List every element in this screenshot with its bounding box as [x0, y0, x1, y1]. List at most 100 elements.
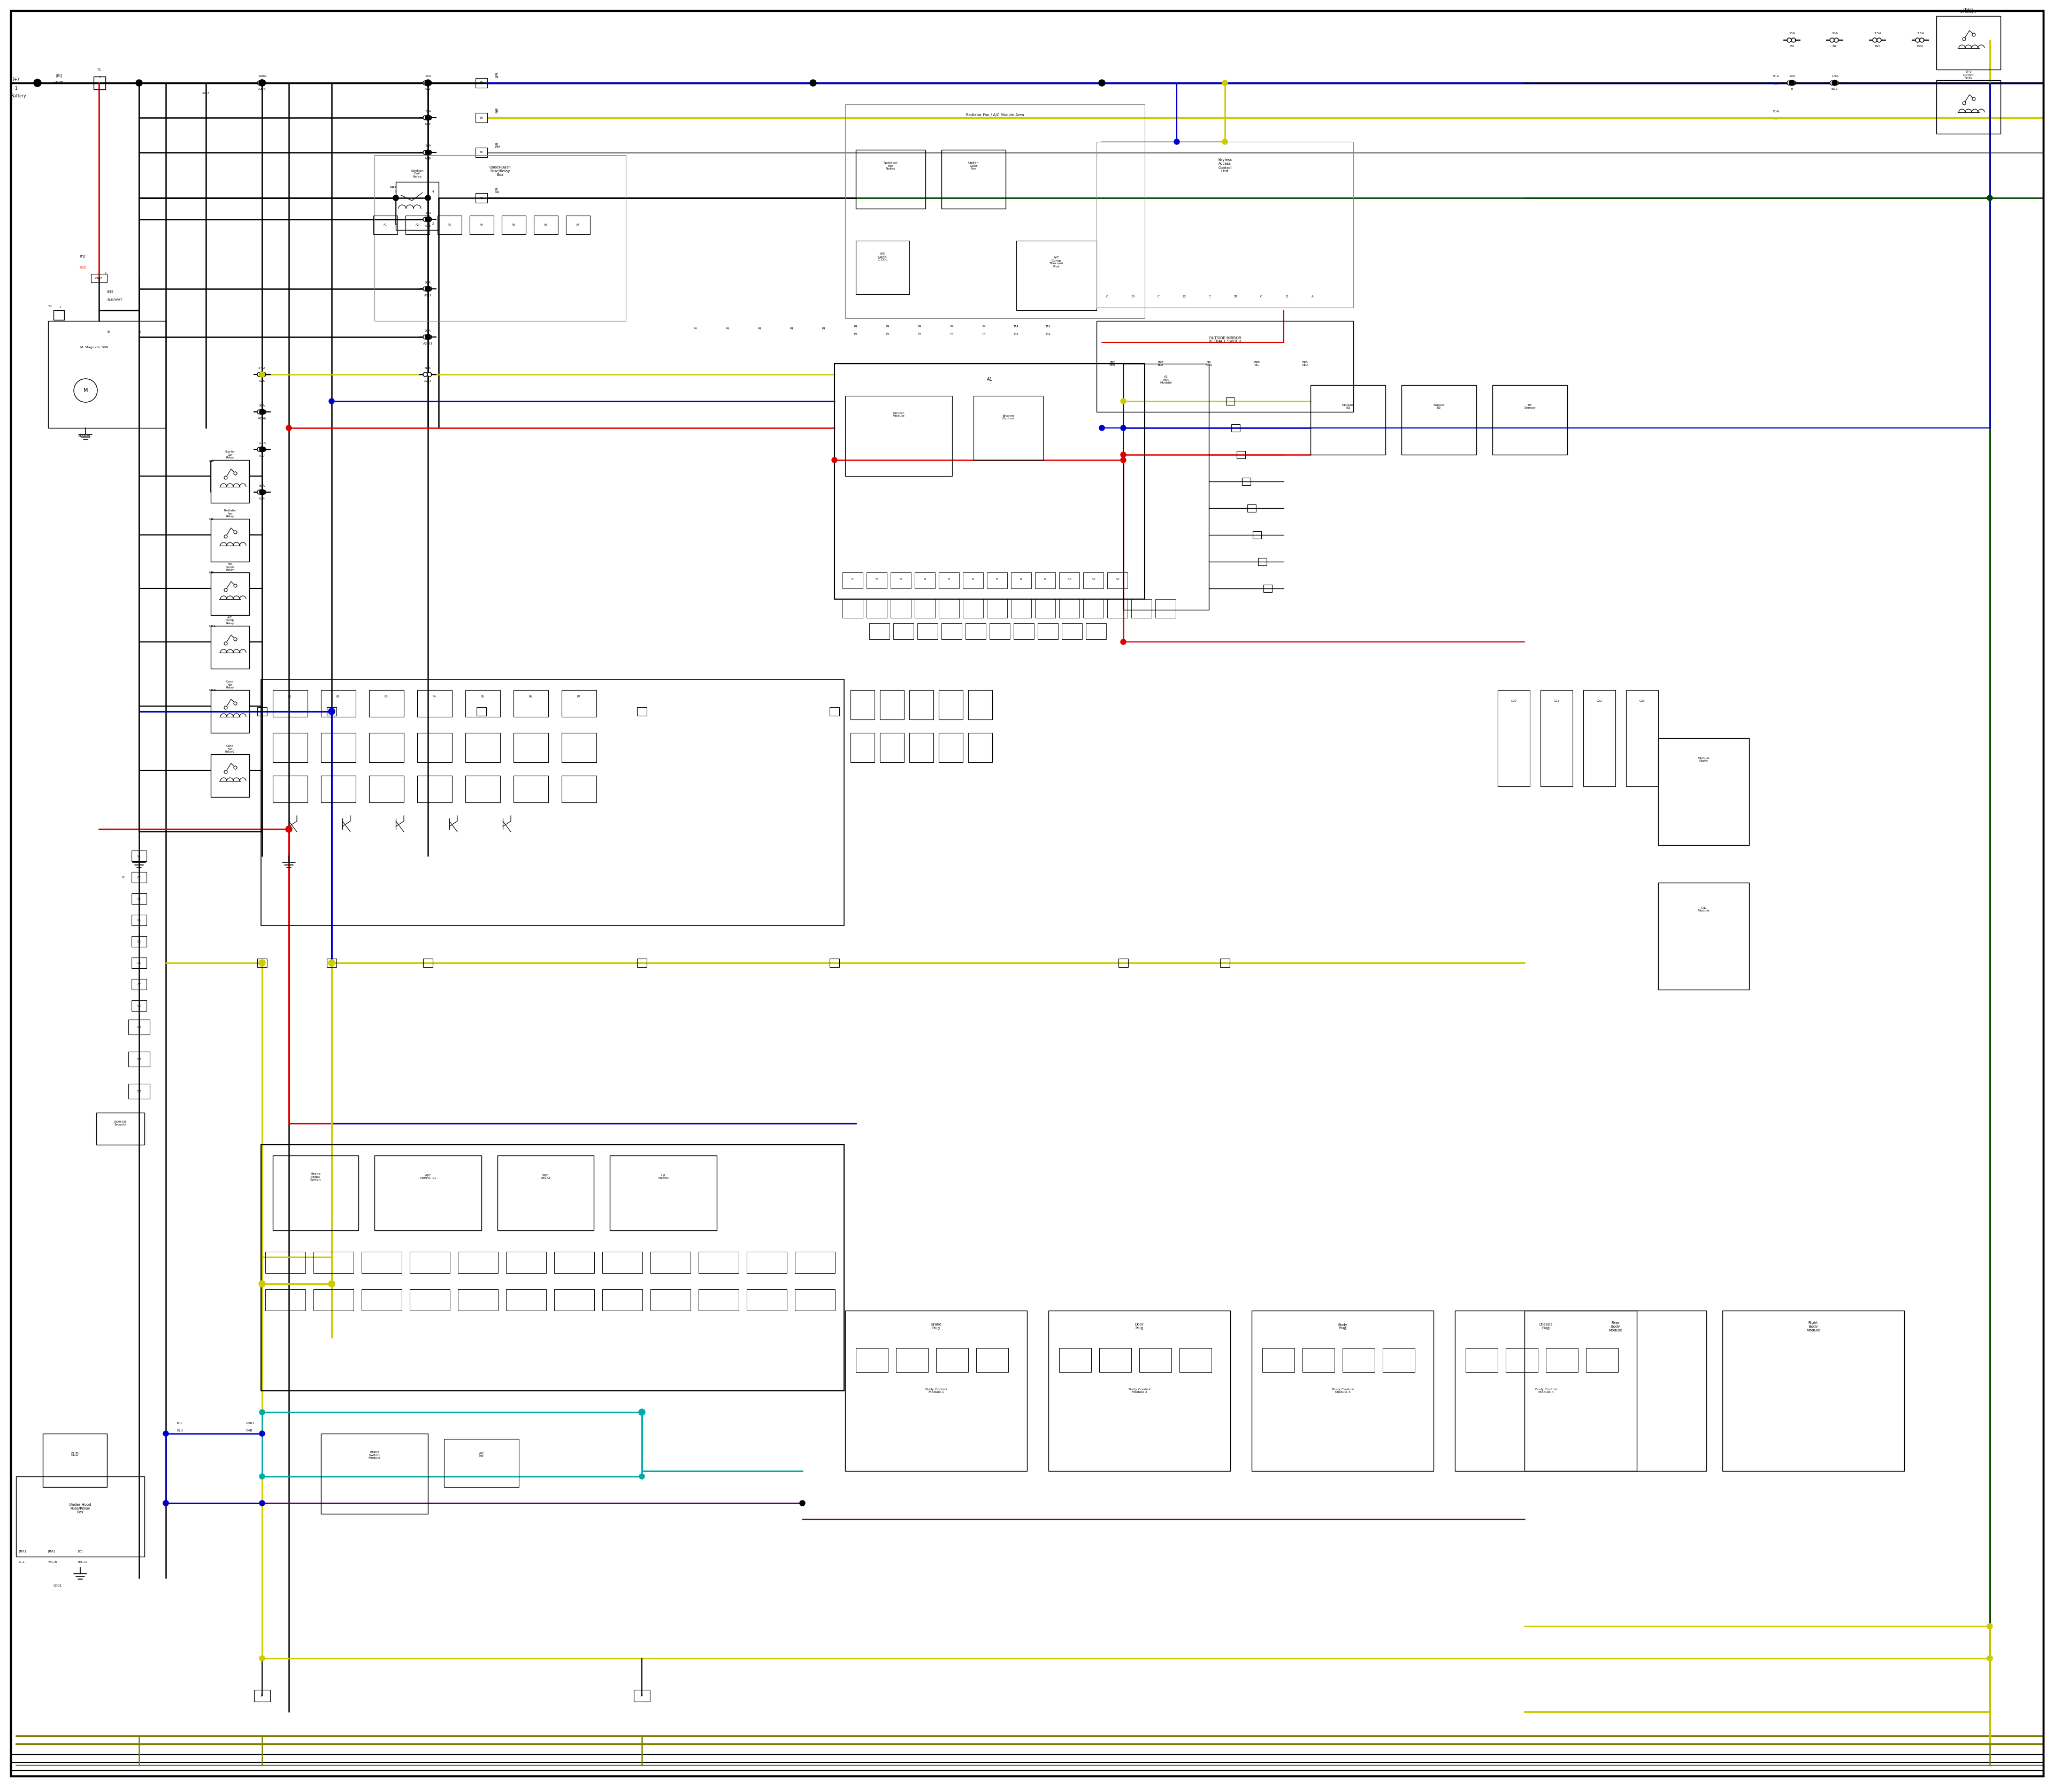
- Bar: [1454, 1310, 1637, 1471]
- Text: 2R: 2R: [1234, 296, 1239, 297]
- Text: Battery: Battery: [10, 93, 27, 99]
- Circle shape: [1121, 425, 1126, 430]
- Circle shape: [329, 398, 335, 403]
- Circle shape: [423, 217, 427, 222]
- Text: Right
Body
Module: Right Body Module: [1808, 1321, 1820, 1331]
- Bar: [1017, 240, 1097, 310]
- Bar: [879, 690, 904, 719]
- Text: BRI
CRN: BRI CRN: [1206, 360, 1212, 367]
- Text: P6: P6: [528, 695, 532, 699]
- Circle shape: [1877, 38, 1881, 43]
- Text: WHT: WHT: [55, 81, 64, 84]
- Text: A14: A14: [259, 496, 265, 500]
- Text: A3: A3: [448, 224, 452, 226]
- Bar: [844, 1310, 1027, 1471]
- Bar: [265, 1253, 306, 1272]
- Bar: [937, 1348, 967, 1373]
- Bar: [327, 708, 337, 715]
- Bar: [918, 624, 939, 640]
- Circle shape: [799, 1500, 805, 1505]
- Bar: [1011, 599, 1031, 618]
- Text: C/D
Module: C/D Module: [1697, 907, 1709, 912]
- Text: W/C
RELAY: W/C RELAY: [540, 1174, 550, 1179]
- Text: [B/I]: [B/I]: [18, 1550, 27, 1552]
- Text: A17: A17: [259, 455, 265, 457]
- Text: 2.5A: 2.5A: [259, 367, 265, 369]
- Bar: [505, 1288, 546, 1310]
- Bar: [1243, 478, 1251, 486]
- Text: ELD: ELD: [72, 1453, 78, 1457]
- Text: P7: P7: [577, 695, 581, 699]
- Text: C21: C21: [1553, 699, 1559, 702]
- Bar: [1263, 1348, 1294, 1373]
- Text: [E
YE: [E YE: [495, 108, 499, 115]
- Text: Cond
Fan
Relay: Cond Fan Relay: [226, 681, 234, 690]
- Bar: [941, 624, 961, 640]
- Circle shape: [329, 1281, 335, 1287]
- Text: Fan
Con/G
Relay: Fan Con/G Relay: [226, 563, 234, 572]
- Text: C22: C22: [1596, 699, 1602, 702]
- Text: B3
Sensor: B3 Sensor: [1524, 403, 1536, 409]
- Bar: [1154, 599, 1175, 618]
- Text: P2: P2: [337, 695, 339, 699]
- Bar: [1547, 1348, 1577, 1373]
- Text: [EE]: [EE]: [107, 290, 113, 292]
- Bar: [127, 1052, 150, 1066]
- Bar: [477, 708, 487, 715]
- Circle shape: [1873, 38, 1877, 43]
- Text: [B/I]: [B/I]: [47, 1550, 55, 1552]
- Circle shape: [1222, 140, 1228, 145]
- Text: Body
Plug: Body Plug: [1337, 1322, 1347, 1330]
- Bar: [90, 274, 107, 283]
- Text: C4R7: C4R7: [246, 1421, 255, 1425]
- Circle shape: [1791, 38, 1795, 43]
- Text: IE-I: IE-I: [177, 1421, 183, 1425]
- Circle shape: [639, 1473, 645, 1478]
- Text: Cond
Fan
Relay2: Cond Fan Relay2: [226, 744, 234, 753]
- Text: OUTSIDE MIRROR
RETRACT SWITCH: OUTSIDE MIRROR RETRACT SWITCH: [1208, 337, 1241, 342]
- Text: A29: A29: [425, 158, 431, 159]
- Bar: [867, 572, 887, 588]
- Text: 10A: 10A: [425, 145, 431, 147]
- Bar: [963, 599, 984, 618]
- Bar: [976, 1348, 1009, 1373]
- Bar: [94, 77, 105, 90]
- Text: P10: P10: [1068, 579, 1072, 581]
- Text: P3: P3: [384, 695, 388, 699]
- Circle shape: [1832, 81, 1838, 86]
- Bar: [1060, 599, 1080, 618]
- Circle shape: [392, 195, 398, 201]
- Bar: [748, 1253, 787, 1272]
- Bar: [910, 733, 933, 762]
- Bar: [466, 690, 499, 717]
- Bar: [273, 733, 308, 762]
- Text: Body Control
Module 3: Body Control Module 3: [1331, 1389, 1354, 1394]
- Circle shape: [329, 708, 335, 715]
- Bar: [842, 599, 863, 618]
- Circle shape: [257, 373, 261, 376]
- Bar: [857, 151, 926, 208]
- Text: P4: P4: [924, 579, 926, 581]
- Bar: [850, 690, 875, 719]
- Bar: [374, 1156, 481, 1231]
- Text: Under Hood
Fuse/Relay
Box: Under Hood Fuse/Relay Box: [70, 1503, 90, 1514]
- Text: TA4: TA4: [1015, 333, 1019, 335]
- Circle shape: [259, 371, 265, 376]
- Text: A6: A6: [544, 224, 548, 226]
- Bar: [265, 1288, 306, 1310]
- Text: P4: P4: [885, 333, 889, 335]
- Text: P4: P4: [791, 328, 793, 330]
- Circle shape: [425, 335, 431, 340]
- Circle shape: [257, 81, 261, 84]
- Bar: [834, 364, 1144, 599]
- Text: P4: P4: [885, 324, 889, 328]
- Circle shape: [162, 1432, 168, 1435]
- Text: BRB
YEL: BRB YEL: [1255, 360, 1259, 367]
- Bar: [867, 599, 887, 618]
- Bar: [127, 1020, 150, 1034]
- Text: Body Control
Module 2: Body Control Module 2: [1128, 1389, 1150, 1394]
- Bar: [857, 1348, 887, 1373]
- Text: 15A: 15A: [1789, 32, 1795, 36]
- Circle shape: [1787, 38, 1791, 43]
- Circle shape: [427, 115, 431, 120]
